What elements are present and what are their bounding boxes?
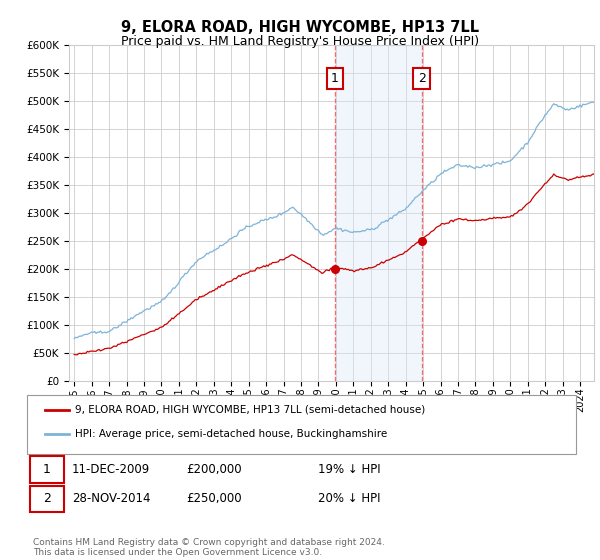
Text: 28-NOV-2014: 28-NOV-2014 bbox=[72, 492, 151, 506]
Bar bbox=[335, 45, 422, 381]
Text: 11-DEC-2009: 11-DEC-2009 bbox=[72, 463, 150, 477]
Text: 9, ELORA ROAD, HIGH WYCOMBE, HP13 7LL: 9, ELORA ROAD, HIGH WYCOMBE, HP13 7LL bbox=[121, 20, 479, 35]
Text: Contains HM Land Registry data © Crown copyright and database right 2024.
This d: Contains HM Land Registry data © Crown c… bbox=[33, 538, 385, 557]
Text: £250,000: £250,000 bbox=[186, 492, 242, 506]
Text: 19% ↓ HPI: 19% ↓ HPI bbox=[318, 463, 380, 477]
Text: Price paid vs. HM Land Registry's House Price Index (HPI): Price paid vs. HM Land Registry's House … bbox=[121, 35, 479, 48]
Text: HPI: Average price, semi-detached house, Buckinghamshire: HPI: Average price, semi-detached house,… bbox=[75, 429, 387, 439]
Text: 2: 2 bbox=[43, 492, 51, 506]
Text: 20% ↓ HPI: 20% ↓ HPI bbox=[318, 492, 380, 506]
Text: £200,000: £200,000 bbox=[186, 463, 242, 477]
Text: 1: 1 bbox=[43, 463, 51, 477]
Text: 9, ELORA ROAD, HIGH WYCOMBE, HP13 7LL (semi-detached house): 9, ELORA ROAD, HIGH WYCOMBE, HP13 7LL (s… bbox=[75, 405, 425, 415]
Text: 2: 2 bbox=[418, 72, 425, 85]
Text: 1: 1 bbox=[331, 72, 339, 85]
